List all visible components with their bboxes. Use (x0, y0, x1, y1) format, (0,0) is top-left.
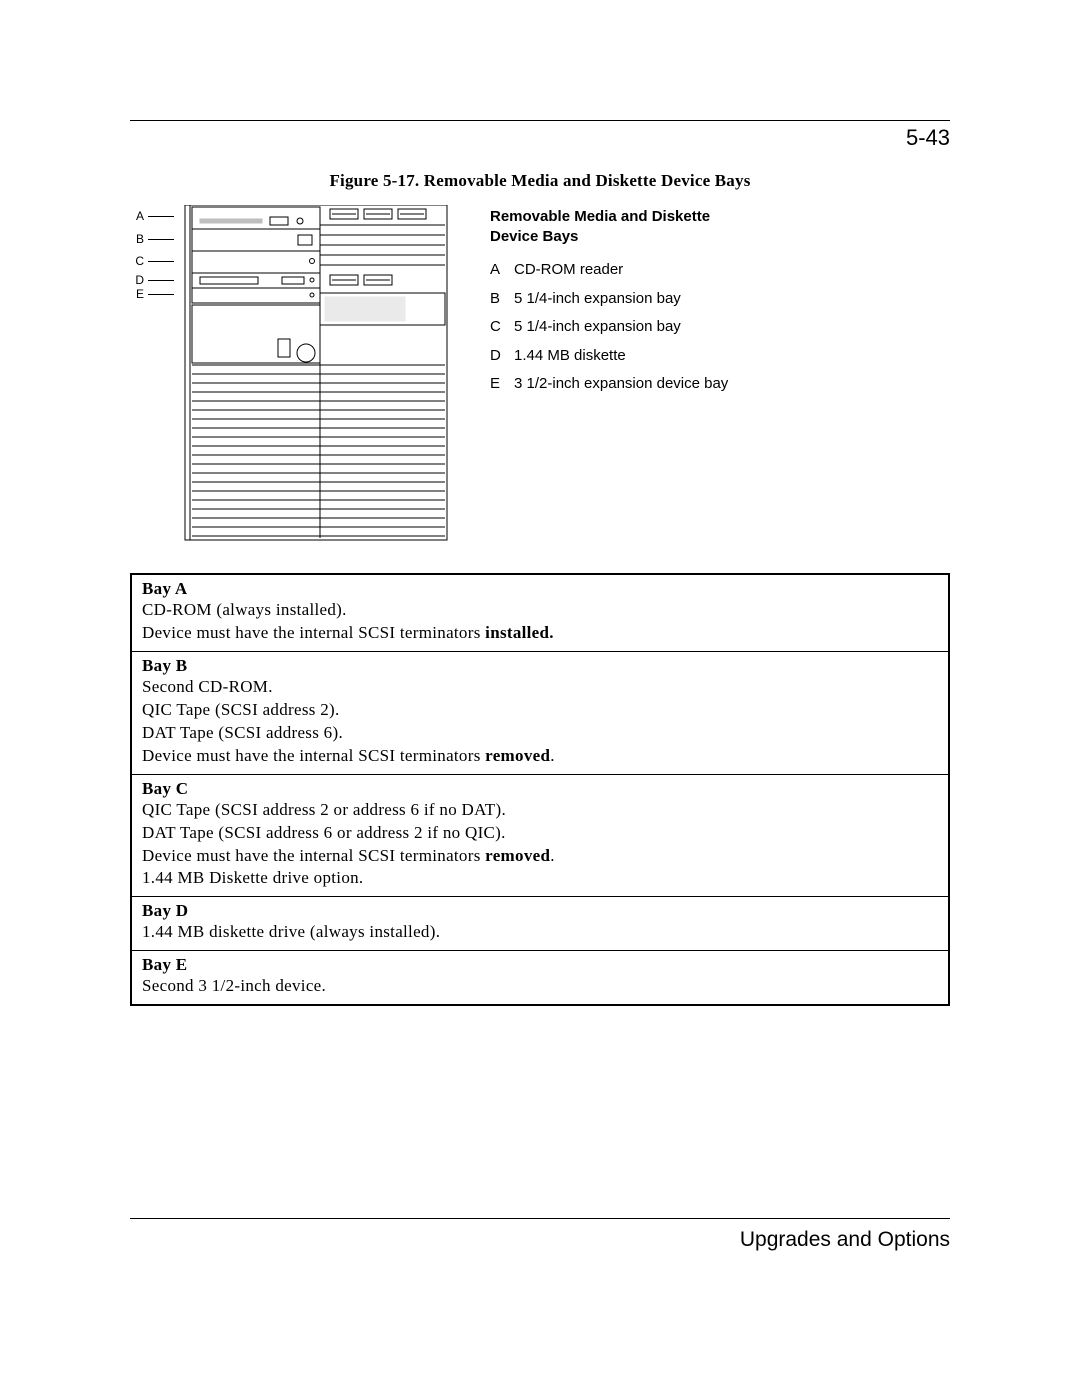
bottom-rule (130, 1218, 950, 1219)
diagram-label-b: B (132, 232, 174, 246)
bay-line: DAT Tape (SCSI address 6 or address 2 if… (142, 822, 938, 845)
bay-line: Second 3 1/2-inch device. (142, 975, 938, 998)
bay-row: Bay B Second CD-ROM. QIC Tape (SCSI addr… (132, 652, 948, 775)
leader-line-icon (148, 216, 174, 217)
tower-diagram-icon (180, 205, 450, 545)
bay-title: Bay C (142, 779, 938, 799)
bay-title: Bay D (142, 901, 938, 921)
bay-title: Bay A (142, 579, 938, 599)
bay-line: Device must have the internal SCSI termi… (142, 745, 938, 768)
leader-line-icon (148, 280, 174, 281)
legend-title: Removable Media and Diskette Device Bays (490, 207, 728, 246)
legend-item: D1.44 MB diskette (490, 342, 728, 371)
bay-line: Second CD-ROM. (142, 676, 938, 699)
diagram-label-e: E (132, 287, 174, 301)
leader-line-icon (148, 294, 174, 295)
diagram-labels: A B C D E (130, 205, 174, 545)
bay-line: DAT Tape (SCSI address 6). (142, 722, 938, 745)
bay-line: CD-ROM (always installed). (142, 599, 938, 622)
bay-title: Bay B (142, 656, 938, 676)
bay-line: Device must have the internal SCSI termi… (142, 622, 938, 645)
leader-line-icon (148, 261, 174, 262)
bay-row: Bay E Second 3 1/2-inch device. (132, 951, 948, 1004)
bay-table: Bay A CD-ROM (always installed). Device … (130, 573, 950, 1006)
bay-line: 1.44 MB Diskette drive option. (142, 867, 938, 890)
bay-line: Device must have the internal SCSI termi… (142, 845, 938, 868)
figure-area: A B C D E (130, 205, 950, 545)
bay-line: 1.44 MB diskette drive (always installed… (142, 921, 938, 944)
bay-title: Bay E (142, 955, 938, 975)
page-number: 5-43 (130, 125, 950, 151)
diagram-label-d: D (132, 273, 174, 287)
top-rule (130, 120, 950, 121)
bay-row: Bay A CD-ROM (always installed). Device … (132, 575, 948, 652)
footer-text: Upgrades and Options (130, 1228, 950, 1252)
bay-line: QIC Tape (SCSI address 2). (142, 699, 938, 722)
diagram-column: A B C D E (130, 205, 450, 545)
bay-row: Bay D 1.44 MB diskette drive (always ins… (132, 897, 948, 951)
legend-item: ACD-ROM reader (490, 256, 728, 285)
bay-line: QIC Tape (SCSI address 2 or address 6 if… (142, 799, 938, 822)
legend-item: C5 1/4-inch expansion bay (490, 313, 728, 342)
legend-item: B5 1/4-inch expansion bay (490, 285, 728, 314)
figure-caption: Figure 5-17. Removable Media and Diskett… (130, 171, 950, 191)
leader-line-icon (148, 239, 174, 240)
page-content: 5-43 Figure 5-17. Removable Media and Di… (130, 120, 950, 1006)
bay-row: Bay C QIC Tape (SCSI address 2 or addres… (132, 775, 948, 898)
diagram-label-c: C (132, 254, 174, 268)
legend-column: Removable Media and Diskette Device Bays… (490, 205, 728, 545)
diagram-label-a: A (132, 209, 174, 223)
legend-item: E3 1/2-inch expansion device bay (490, 370, 728, 399)
